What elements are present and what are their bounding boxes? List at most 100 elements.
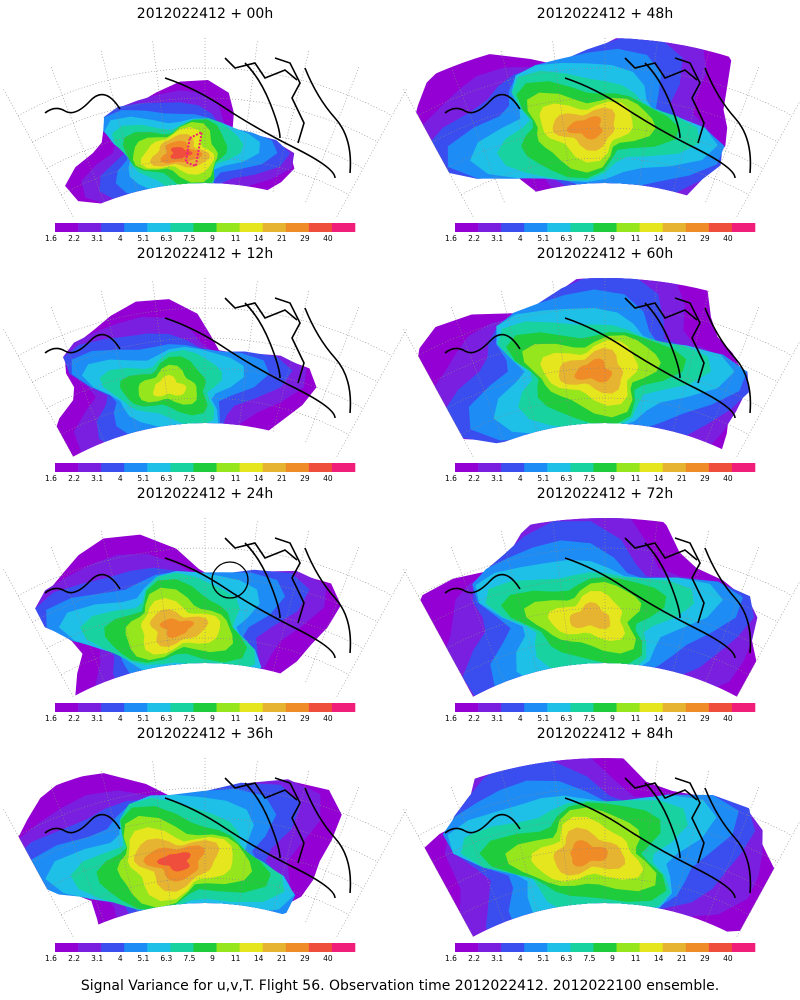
panel-title: 2012022412 + 12h [137,246,273,262]
coastline [224,537,298,561]
colorbar-segment [124,943,148,952]
coastline [704,67,752,174]
longitude-line [100,50,138,192]
map-area [412,518,758,697]
colorbar-segment [170,703,194,712]
panel-title: 2012022412 + 24h [137,486,273,502]
colorbar-segment [193,463,217,472]
colorbar-tick-label: 29 [300,474,310,483]
latitude-line [17,307,393,357]
longitude-line [552,761,572,906]
longitude-line [672,50,710,192]
colorbar-tick-label: 29 [700,954,710,963]
variance-contour [569,602,611,629]
colorbar-segment [147,223,171,232]
panel-title: 2012022412 + 72h [537,486,673,502]
longitude-line [152,521,172,666]
colorbar-tick-label: 7.5 [583,714,595,723]
longitude-line [272,770,310,912]
colorbar-tick-label: 6.3 [560,234,572,243]
panel-title: 2012022412 + 48h [537,6,673,22]
variance-contour [570,840,608,867]
colorbar-tick-label: 40 [723,234,733,243]
colorbar-segment [593,943,617,952]
colorbar-tick-label: 3.1 [91,714,103,723]
colorbar-segment [78,463,102,472]
colorbar-segment [331,463,356,472]
longitude-line [638,521,658,666]
colorbar-segment [101,463,125,472]
colorbar-tick-label: 21 [277,474,287,483]
longitude-line [500,290,538,432]
colorbar-tick-label: 14 [654,714,664,723]
longitude-line [336,809,407,937]
colorbar-segment [124,703,148,712]
coastline [644,302,681,379]
coastline [704,307,752,414]
colorbar-tick-label: 9 [210,954,215,963]
colorbar-tick-label: 21 [677,474,687,483]
coastline [244,542,281,619]
map-area [35,534,341,697]
coastline [304,307,352,414]
colorbar-segment [685,703,710,712]
colorbar-tick-label: 4 [518,474,523,483]
colorbar-tick-label: 11 [631,954,641,963]
colorbar-tick-label: 21 [677,234,687,243]
colorbar-segment [570,703,594,712]
map-panel: 2012022412 + 12h 1.6 2.2 3.1 4 5.1 6.3 7.5 9 11 14… [3,246,407,483]
colorbar-tick-label: 2.2 [68,234,80,243]
colorbar-tick-label: 3.1 [491,234,503,243]
colorbar-segment [708,463,733,472]
colorbar-segment [239,703,263,712]
colorbar-tick-label: 1.6 [445,714,457,723]
colorbar-segment [478,943,502,952]
longitude-line [552,41,572,186]
longitude-line [305,547,360,683]
longitude-line [3,809,74,937]
colorbar-tick-label: 7.5 [183,234,195,243]
colorbar-segment [170,943,194,952]
coastline [304,547,352,654]
colorbar-segment [308,703,333,712]
map-panel: 2012022412 + 72h 1.6 2.2 3.1 4 5.1 6.3 7.5 9 11 14… [403,486,800,723]
variance-contour [159,618,194,639]
colorbar-tick-label: 4 [518,234,523,243]
colorbar-segment [308,223,333,232]
longitude-line [403,809,474,937]
colorbar-tick-label: 40 [723,474,733,483]
colorbar-segment [570,943,594,952]
coastline [244,782,281,859]
colorbar-segment [170,463,194,472]
coastline [644,542,681,619]
colorbar-segment [101,703,125,712]
target-region-circle [211,561,249,599]
colorbar-segment [639,463,663,472]
colorbar-segment [55,943,79,952]
coastline [274,537,305,624]
longitude-line [736,580,800,697]
longitude-line [672,530,710,672]
colorbar-segment [308,463,333,472]
coastline [274,57,305,144]
colorbar-segment [124,463,148,472]
longitude-line [100,530,138,672]
longitude-line [638,41,658,186]
colorbar-tick-label: 11 [631,474,641,483]
colorbar-segment [524,463,548,472]
colorbar-segment [731,703,756,712]
colorbar-segment [216,463,240,472]
longitude-line [336,329,407,457]
colorbar-tick-label: 5.1 [537,954,549,963]
colorbar-tick-label: 2.2 [468,714,480,723]
colorbar-tick-label: 11 [231,954,241,963]
colorbar-tick-label: 11 [631,234,641,243]
colorbar-tick-label: 11 [231,234,241,243]
colorbar-segment [147,703,171,712]
colorbar-tick-label: 2.2 [68,474,80,483]
coastline [564,797,736,899]
colorbar-tick-label: 4 [118,234,123,243]
longitude-line [672,290,710,432]
colorbar-tick-label: 14 [254,474,264,483]
longitude-line [450,547,505,683]
